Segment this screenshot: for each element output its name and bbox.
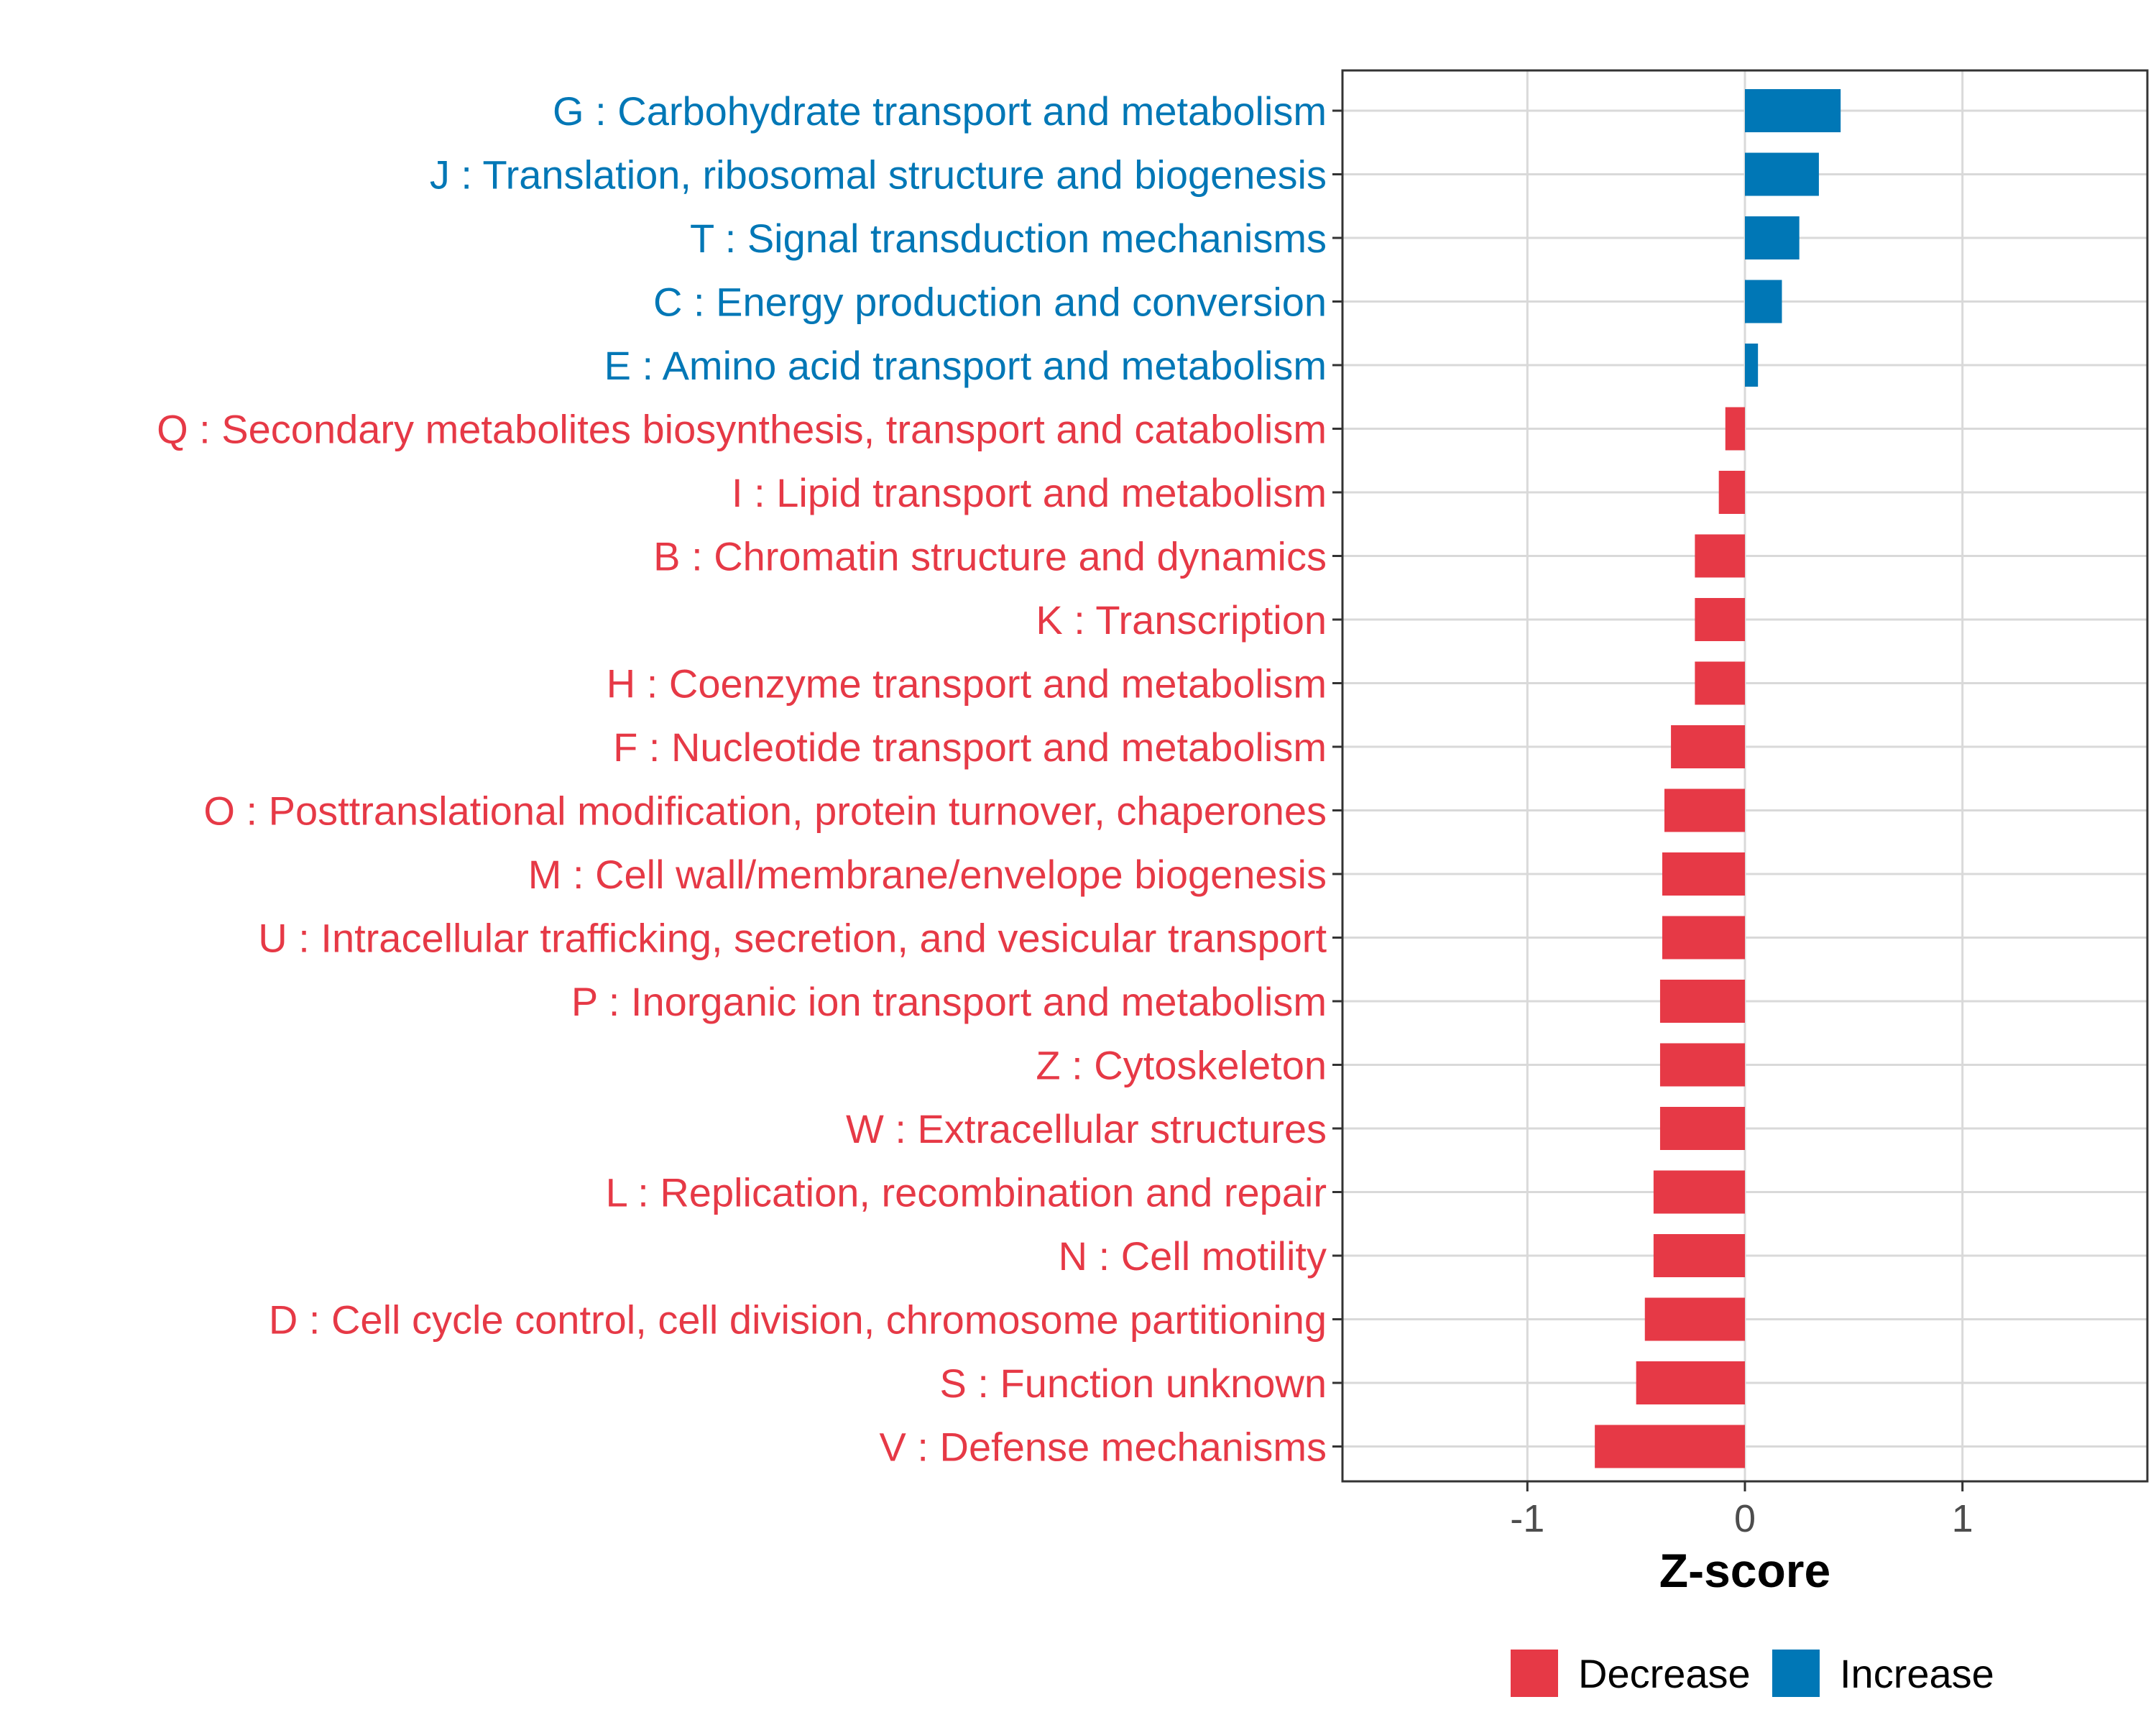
- legend-swatch-decrease: [1511, 1650, 1558, 1697]
- legend: Decrease Increase: [1511, 1650, 1994, 1697]
- bar-t: [1745, 216, 1800, 259]
- bar-h: [1695, 661, 1745, 705]
- y-label-q: Q : Secondary metabolites biosynthesis, …: [157, 407, 1327, 452]
- y-label-b: B : Chromatin structure and dynamics: [653, 534, 1327, 579]
- y-label-n: N : Cell motility: [1059, 1233, 1327, 1279]
- bar-j: [1745, 152, 1819, 196]
- bar-n: [1653, 1234, 1745, 1277]
- legend-label-decrease: Decrease: [1578, 1651, 1751, 1696]
- y-label-c: C : Energy production and conversion: [653, 280, 1327, 325]
- x-axis-tick-labels: -1 0 1: [1510, 1497, 1973, 1540]
- bar-k: [1695, 598, 1745, 641]
- y-label-e: E : Amino acid transport and metabolism: [604, 343, 1327, 388]
- bars: [1595, 89, 1841, 1468]
- y-label-f: F : Nucleotide transport and metabolism: [613, 724, 1327, 770]
- y-label-v: V : Defense mechanisms: [880, 1425, 1327, 1470]
- bar-s: [1636, 1361, 1745, 1404]
- bar-q: [1725, 407, 1745, 451]
- x-axis-ticks: [1526, 1481, 1964, 1491]
- bar-v: [1595, 1425, 1745, 1468]
- y-label-j: J : Translation, ribosomal structure and…: [430, 152, 1327, 198]
- y-label-i: I : Lipid transport and metabolism: [732, 470, 1327, 515]
- y-label-o: O : Posttranslational modification, prot…: [203, 788, 1327, 834]
- y-axis-ticks: [1332, 109, 1342, 1448]
- bar-b: [1695, 534, 1745, 578]
- x-axis-title: Z-score: [1659, 1544, 1830, 1597]
- bar-o: [1664, 788, 1745, 832]
- legend-label-increase: Increase: [1840, 1651, 1994, 1696]
- bar-w: [1659, 1107, 1745, 1150]
- y-label-u: U : Intracellular trafficking, secretion…: [258, 916, 1327, 961]
- bar-l: [1653, 1170, 1745, 1214]
- bar-e: [1745, 344, 1759, 387]
- y-label-m: M : Cell wall/membrane/envelope biogenes…: [528, 852, 1327, 897]
- bar-m: [1662, 852, 1745, 896]
- bar-u: [1662, 916, 1745, 960]
- y-label-h: H : Coenzyme transport and metabolism: [607, 661, 1327, 707]
- y-label-t: T : Signal transduction mechanisms: [690, 216, 1327, 261]
- bar-p: [1659, 980, 1745, 1023]
- bar-g: [1745, 89, 1841, 132]
- x-tick-label: 1: [1952, 1497, 1973, 1540]
- x-tick-label: 0: [1734, 1497, 1756, 1540]
- y-label-z: Z : Cytoskeleton: [1036, 1043, 1327, 1088]
- bar-c: [1745, 280, 1782, 323]
- y-label-l: L : Replication, recombination and repai…: [606, 1170, 1327, 1215]
- x-tick-label: -1: [1510, 1497, 1544, 1540]
- legend-swatch-increase: [1772, 1650, 1820, 1697]
- bar-z: [1659, 1043, 1745, 1087]
- y-label-p: P : Inorganic ion transport and metaboli…: [571, 979, 1327, 1024]
- bar-i: [1718, 471, 1745, 514]
- y-label-g: G : Carbohydrate transport and metabolis…: [553, 88, 1327, 134]
- y-axis-category-labels: G : Carbohydrate transport and metabolis…: [157, 88, 1327, 1470]
- bar-d: [1644, 1297, 1745, 1341]
- y-label-w: W : Extracellular structures: [846, 1106, 1327, 1151]
- y-label-d: D : Cell cycle control, cell division, c…: [269, 1297, 1327, 1343]
- y-label-k: K : Transcription: [1036, 597, 1327, 643]
- y-label-s: S : Function unknown: [939, 1361, 1327, 1406]
- bar-f: [1671, 725, 1745, 768]
